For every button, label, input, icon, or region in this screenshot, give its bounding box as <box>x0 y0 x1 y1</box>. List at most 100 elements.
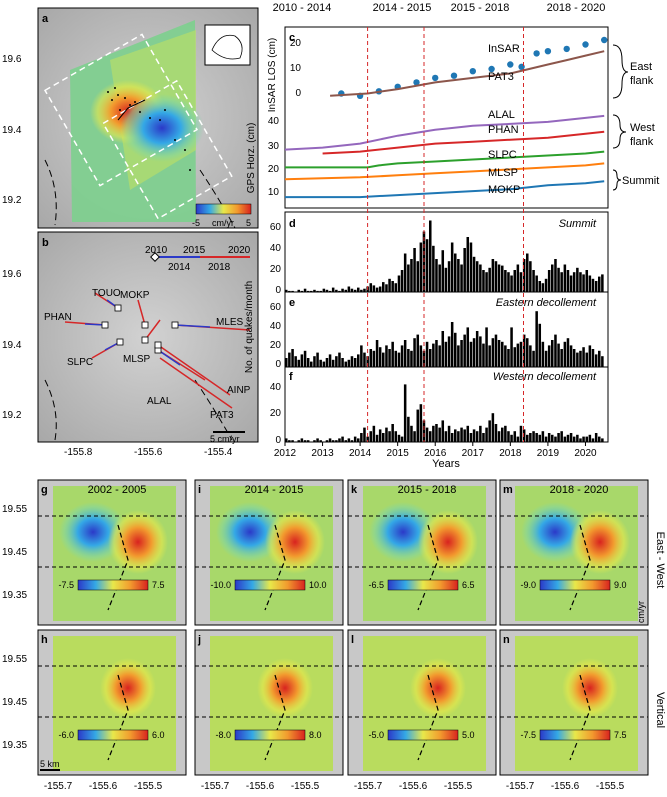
model-cb-min-m: -9.0 <box>520 580 536 590</box>
model-lon-tick-h-1: -155.6 <box>89 781 118 792</box>
model-lon-tick-j-1: -155.6 <box>246 781 275 792</box>
barsE-bar-65 <box>488 345 491 367</box>
barsD-bar-55 <box>457 259 460 292</box>
barsF-bar-13 <box>325 440 329 442</box>
panel-c-frame <box>284 26 609 209</box>
barsF-bar-49 <box>438 427 441 442</box>
barsF-bar-68 <box>497 431 501 442</box>
model-period-title-2: 2015 - 2018 <box>398 484 457 496</box>
model-lat-top-19.35: 19.35 <box>2 590 27 601</box>
barsF-bar-24 <box>360 433 363 442</box>
barsE-bar-11 <box>319 359 322 367</box>
barsD-bar-11 <box>319 290 322 292</box>
barsE-bar-79 <box>532 350 535 367</box>
model-colorbar-l <box>387 729 459 741</box>
model-lon-tick-l-0: -155.7 <box>354 781 383 792</box>
gps-station-markers <box>101 304 179 354</box>
barsF-bar-84 <box>547 433 551 442</box>
barsF-bar-60 <box>472 429 476 442</box>
map-axes: 19.6 19.4 19.2 19.6 19.4 19.2 -155.8 -15… <box>2 54 233 458</box>
barsF-bar-88 <box>560 431 563 442</box>
model-fault-n <box>569 674 591 761</box>
barsF-bar-40 <box>410 425 413 442</box>
barsD-bar-85 <box>551 264 554 292</box>
barsE-bar-13 <box>325 358 329 367</box>
barsF-bar-23 <box>357 438 360 442</box>
year-tick-2015: 2015 <box>387 448 410 459</box>
barsE-bar-77 <box>526 338 529 367</box>
barsD-bar-42 <box>416 261 420 292</box>
model-lon-tick-n-0: -155.7 <box>506 781 535 792</box>
insar-point-15 <box>601 36 608 44</box>
barsD-bar-74 <box>516 264 520 292</box>
barsE-bar-30 <box>378 347 382 367</box>
barsF-bar-31 <box>382 433 385 442</box>
barsD-bar-38 <box>403 253 407 292</box>
barsD-bar-98 <box>591 278 595 292</box>
panel-label-c: c <box>289 32 295 44</box>
panel-a-cb-min: -5 <box>192 218 200 228</box>
barsD-bar-68 <box>497 264 501 292</box>
barsF-bar-63 <box>482 433 485 442</box>
panel-d-ytick-40: 40 <box>270 243 282 254</box>
legend-year-2015: 2015 <box>183 245 206 256</box>
gps-line-alal <box>284 114 605 151</box>
barsE-bar-17 <box>338 352 341 367</box>
panel-label-j: j <box>197 634 201 646</box>
model-panel-k: k 2015 - 2018 -6.5 6.5 <box>347 479 497 626</box>
barsF-bar-10 <box>316 438 319 442</box>
model-panels: g 2002 - 2005 -7.5 7.5 i 2014 - 2015 -10.0 10.0… <box>37 479 649 792</box>
barsD-bar-17 <box>338 290 341 292</box>
barsD-bar-91 <box>569 275 573 292</box>
label-pat3: PAT3 <box>488 71 514 83</box>
barsE-bar-53 <box>450 322 454 367</box>
year-tick-2014: 2014 <box>349 448 372 459</box>
barsF-bar-54 <box>454 429 457 442</box>
barsE-bar-60 <box>472 338 476 367</box>
barsF-bar-53 <box>450 433 454 442</box>
model-scale-label: 5 km <box>40 759 60 769</box>
model-fault-k <box>417 524 439 611</box>
model-fault-g <box>107 524 129 611</box>
panel-d: Summit d 60 40 20 0 <box>270 211 609 296</box>
year-tick-2012: 2012 <box>274 448 297 459</box>
bracket-east-flank <box>612 44 629 99</box>
barsD-bar-46 <box>429 220 432 292</box>
label-phan: PHAN <box>488 124 519 136</box>
ylabel-quakes: No. of quakes/month <box>244 281 255 373</box>
barsF-bar-94 <box>579 438 582 442</box>
gps-line-mokp <box>285 180 605 199</box>
panel-e-title: Eastern decollement <box>496 297 597 309</box>
model-colorbar-k <box>387 579 459 591</box>
barsE-bar-67 <box>494 334 498 367</box>
bars-eastern <box>285 311 604 367</box>
barsE-bar-93 <box>576 352 579 367</box>
panel-c: 2010 - 2014 2014 - 2015 2015 - 2018 2018… <box>246 2 659 209</box>
model-cb-max-i: 10.0 <box>309 580 327 590</box>
bracket-summit <box>612 169 622 191</box>
barsE-bar-78 <box>529 345 532 367</box>
barsF-bar-74 <box>516 436 520 442</box>
year-tick-2017: 2017 <box>462 448 485 459</box>
model-cb-max-n: 7.5 <box>614 730 627 740</box>
time-legend: 2010 2015 2020 2014 2018 <box>145 245 251 273</box>
lat-tick-a-19.4: 19.4 <box>2 125 22 136</box>
barsE-bar-18 <box>341 358 344 367</box>
barsF-bar-15 <box>331 440 335 442</box>
gps-line-slpc <box>285 150 605 169</box>
barsD-bar-71 <box>507 272 510 292</box>
barsE-bar-49 <box>438 345 441 367</box>
panel-label-d: d <box>289 218 296 230</box>
barsE-bar-66 <box>491 338 495 367</box>
barsF-bar-92 <box>572 436 576 442</box>
barsF-bar-57 <box>463 429 466 442</box>
barsE-bar-26 <box>366 356 369 367</box>
barsF-bar-78 <box>529 433 532 442</box>
insar-point-4 <box>413 79 420 86</box>
barsE-bar-34 <box>391 341 394 367</box>
barsD-bar-51 <box>444 267 448 292</box>
panel-d-title: Summit <box>559 218 597 230</box>
barsE-bar-15 <box>331 359 335 367</box>
barsD-bar-12 <box>322 288 326 292</box>
barsE-bar-91 <box>569 345 573 367</box>
